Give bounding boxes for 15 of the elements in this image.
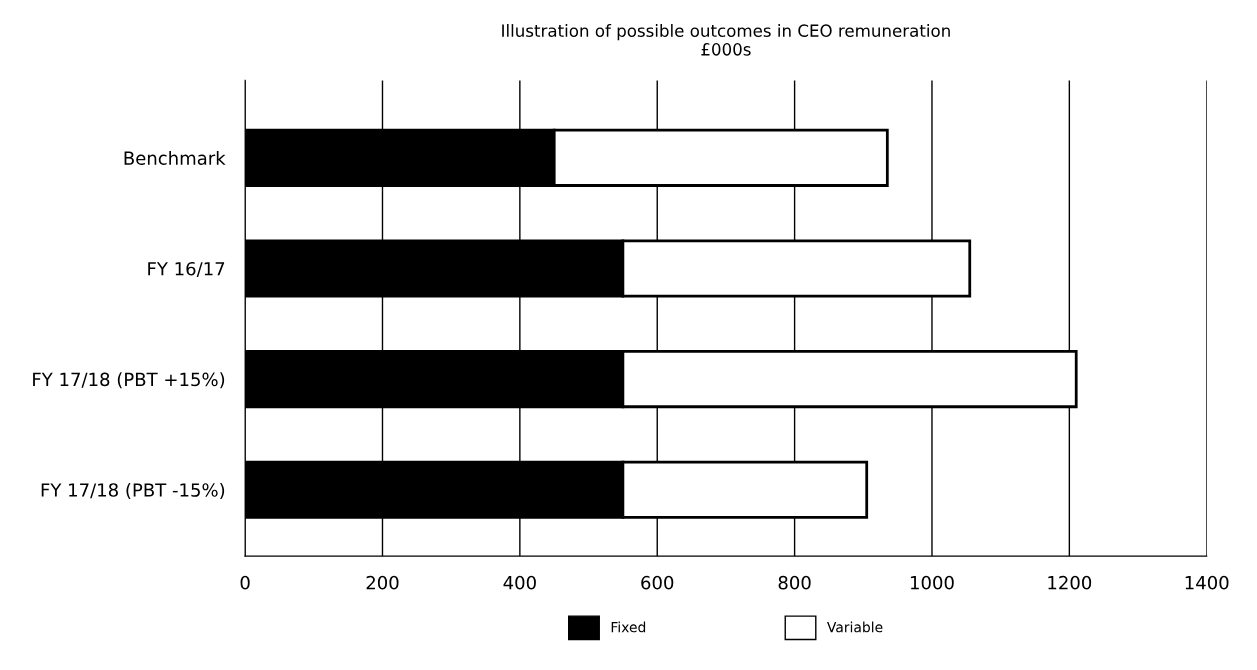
x-tick-label: 1200 — [1048, 575, 1092, 590]
chart-title: Illustration of possible outcomes in CEO remuneration £000s — [502, 24, 950, 56]
x-tick-label: 800 — [778, 575, 811, 590]
y-tick-label: FY 17/18 (PBT +15%) — [33, 372, 225, 389]
x-tick-label: 1400 — [1185, 575, 1229, 590]
y-tick-label: FY 16/17 — [148, 261, 225, 277]
y-tick-label: Benchmark — [124, 150, 226, 165]
x-tick-label: 600 — [641, 575, 674, 590]
legend-label: Fixed — [611, 621, 646, 633]
x-tick-label: 200 — [366, 575, 399, 590]
x-tick-label: 400 — [503, 575, 536, 590]
y-tick-label: FY 17/18 (PBT -15%) — [41, 482, 225, 499]
legend-label: Variable — [827, 621, 883, 633]
x-tick-label: 1000 — [910, 575, 954, 590]
x-tick-label: 0 — [240, 575, 250, 590]
